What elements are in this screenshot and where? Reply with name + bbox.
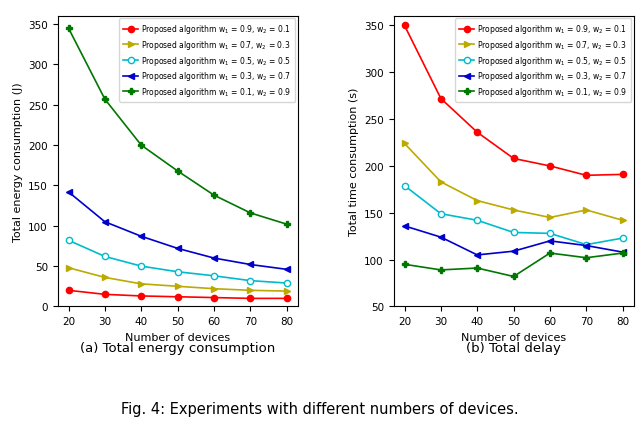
Line: Proposed algorithm w$_1$ = 0.9, w$_2$ = 0.1: Proposed algorithm w$_1$ = 0.9, w$_2$ = … xyxy=(401,23,626,179)
Proposed algorithm w$_1$ = 0.9, w$_2$ = 0.1 xyxy=(283,296,291,301)
X-axis label: Number of devices: Number of devices xyxy=(125,332,230,342)
Line: Proposed algorithm w$_1$ = 0.7, w$_2$ = 0.3: Proposed algorithm w$_1$ = 0.7, w$_2$ = … xyxy=(401,141,626,224)
Proposed algorithm w$_1$ = 0.7, w$_2$ = 0.3 xyxy=(510,208,518,213)
Proposed algorithm w$_1$ = 0.9, w$_2$ = 0.1 xyxy=(546,164,554,169)
Proposed algorithm w$_1$ = 0.9, w$_2$ = 0.1 xyxy=(401,24,408,29)
Proposed algorithm w$_1$ = 0.9, w$_2$ = 0.1 xyxy=(138,294,145,299)
Proposed algorithm w$_1$ = 0.3, w$_2$ = 0.7 xyxy=(619,250,627,255)
Proposed algorithm w$_1$ = 0.3, w$_2$ = 0.7 xyxy=(174,246,182,251)
Text: (b) Total delay: (b) Total delay xyxy=(466,341,561,354)
Line: Proposed algorithm w$_1$ = 0.5, w$_2$ = 0.5: Proposed algorithm w$_1$ = 0.5, w$_2$ = … xyxy=(65,238,290,287)
Line: Proposed algorithm w$_1$ = 0.7, w$_2$ = 0.3: Proposed algorithm w$_1$ = 0.7, w$_2$ = … xyxy=(65,265,290,294)
Line: Proposed algorithm w$_1$ = 0.5, w$_2$ = 0.5: Proposed algorithm w$_1$ = 0.5, w$_2$ = … xyxy=(401,183,626,248)
Legend: Proposed algorithm w$_1$ = 0.9, w$_2$ = 0.1, Proposed algorithm w$_1$ = 0.7, w$_: Proposed algorithm w$_1$ = 0.9, w$_2$ = … xyxy=(455,19,631,103)
Proposed algorithm w$_1$ = 0.1, w$_2$ = 0.9 xyxy=(619,251,627,256)
Proposed algorithm w$_1$ = 0.1, w$_2$ = 0.9 xyxy=(401,262,408,267)
Proposed algorithm w$_1$ = 0.5, w$_2$ = 0.5 xyxy=(65,238,72,243)
Proposed algorithm w$_1$ = 0.3, w$_2$ = 0.7 xyxy=(65,190,72,195)
Proposed algorithm w$_1$ = 0.1, w$_2$ = 0.9 xyxy=(65,26,72,32)
Proposed algorithm w$_1$ = 0.9, w$_2$ = 0.1 xyxy=(101,292,109,297)
Proposed algorithm w$_1$ = 0.1, w$_2$ = 0.9 xyxy=(174,169,182,174)
Proposed algorithm w$_1$ = 0.9, w$_2$ = 0.1 xyxy=(510,156,518,161)
Line: Proposed algorithm w$_1$ = 0.1, w$_2$ = 0.9: Proposed algorithm w$_1$ = 0.1, w$_2$ = … xyxy=(401,250,626,280)
Proposed algorithm w$_1$ = 0.7, w$_2$ = 0.3 xyxy=(246,288,254,293)
Proposed algorithm w$_1$ = 0.9, w$_2$ = 0.1 xyxy=(437,97,445,102)
Proposed algorithm w$_1$ = 0.1, w$_2$ = 0.9 xyxy=(510,274,518,279)
Proposed algorithm w$_1$ = 0.9, w$_2$ = 0.1 xyxy=(65,288,72,293)
Text: (a) Total energy consumption: (a) Total energy consumption xyxy=(80,341,275,354)
Proposed algorithm w$_1$ = 0.1, w$_2$ = 0.9 xyxy=(582,256,590,261)
Line: Proposed algorithm w$_1$ = 0.3, w$_2$ = 0.7: Proposed algorithm w$_1$ = 0.3, w$_2$ = … xyxy=(401,223,626,259)
Proposed algorithm w$_1$ = 0.1, w$_2$ = 0.9 xyxy=(474,266,481,271)
Proposed algorithm w$_1$ = 0.5, w$_2$ = 0.5 xyxy=(210,273,218,279)
Proposed algorithm w$_1$ = 0.7, w$_2$ = 0.3 xyxy=(65,265,72,271)
Proposed algorithm w$_1$ = 0.7, w$_2$ = 0.3 xyxy=(283,289,291,294)
Proposed algorithm w$_1$ = 0.5, w$_2$ = 0.5 xyxy=(246,279,254,284)
Proposed algorithm w$_1$ = 0.7, w$_2$ = 0.3 xyxy=(582,208,590,213)
Proposed algorithm w$_1$ = 0.3, w$_2$ = 0.7 xyxy=(582,243,590,248)
Line: Proposed algorithm w$_1$ = 0.1, w$_2$ = 0.9: Proposed algorithm w$_1$ = 0.1, w$_2$ = … xyxy=(65,26,290,228)
Proposed algorithm w$_1$ = 0.7, w$_2$ = 0.3 xyxy=(619,218,627,223)
Proposed algorithm w$_1$ = 0.9, w$_2$ = 0.1 xyxy=(582,173,590,178)
Y-axis label: Total energy consumption (J): Total energy consumption (J) xyxy=(13,82,22,242)
Proposed algorithm w$_1$ = 0.5, w$_2$ = 0.5 xyxy=(101,254,109,259)
Proposed algorithm w$_1$ = 0.7, w$_2$ = 0.3 xyxy=(474,199,481,204)
Proposed algorithm w$_1$ = 0.5, w$_2$ = 0.5 xyxy=(546,231,554,236)
Line: Proposed algorithm w$_1$ = 0.9, w$_2$ = 0.1: Proposed algorithm w$_1$ = 0.9, w$_2$ = … xyxy=(65,288,290,302)
Proposed algorithm w$_1$ = 0.9, w$_2$ = 0.1 xyxy=(619,173,627,178)
Proposed algorithm w$_1$ = 0.3, w$_2$ = 0.7 xyxy=(437,235,445,240)
Y-axis label: Total time consumption (s): Total time consumption (s) xyxy=(349,88,358,236)
Proposed algorithm w$_1$ = 0.9, w$_2$ = 0.1 xyxy=(474,130,481,135)
Proposed algorithm w$_1$ = 0.1, w$_2$ = 0.9 xyxy=(546,251,554,256)
Proposed algorithm w$_1$ = 0.5, w$_2$ = 0.5 xyxy=(437,212,445,217)
Proposed algorithm w$_1$ = 0.7, w$_2$ = 0.3 xyxy=(546,216,554,221)
Text: Fig. 4: Experiments with different numbers of devices.: Fig. 4: Experiments with different numbe… xyxy=(121,401,519,417)
Proposed algorithm w$_1$ = 0.5, w$_2$ = 0.5 xyxy=(174,270,182,275)
Proposed algorithm w$_1$ = 0.9, w$_2$ = 0.1 xyxy=(174,294,182,299)
Proposed algorithm w$_1$ = 0.5, w$_2$ = 0.5 xyxy=(474,218,481,223)
Proposed algorithm w$_1$ = 0.7, w$_2$ = 0.3 xyxy=(210,286,218,291)
Proposed algorithm w$_1$ = 0.7, w$_2$ = 0.3 xyxy=(174,284,182,289)
Proposed algorithm w$_1$ = 0.9, w$_2$ = 0.1 xyxy=(210,295,218,300)
Proposed algorithm w$_1$ = 0.7, w$_2$ = 0.3 xyxy=(101,275,109,280)
Proposed algorithm w$_1$ = 0.1, w$_2$ = 0.9 xyxy=(101,98,109,103)
Proposed algorithm w$_1$ = 0.1, w$_2$ = 0.9 xyxy=(246,211,254,216)
Proposed algorithm w$_1$ = 0.5, w$_2$ = 0.5 xyxy=(283,281,291,286)
Proposed algorithm w$_1$ = 0.5, w$_2$ = 0.5 xyxy=(138,264,145,269)
Proposed algorithm w$_1$ = 0.5, w$_2$ = 0.5 xyxy=(510,230,518,236)
Proposed algorithm w$_1$ = 0.3, w$_2$ = 0.7 xyxy=(101,220,109,225)
Proposed algorithm w$_1$ = 0.3, w$_2$ = 0.7 xyxy=(546,239,554,244)
Proposed algorithm w$_1$ = 0.3, w$_2$ = 0.7 xyxy=(283,267,291,272)
Proposed algorithm w$_1$ = 0.3, w$_2$ = 0.7 xyxy=(510,249,518,254)
Proposed algorithm w$_1$ = 0.7, w$_2$ = 0.3 xyxy=(437,180,445,185)
Proposed algorithm w$_1$ = 0.3, w$_2$ = 0.7 xyxy=(474,253,481,258)
Proposed algorithm w$_1$ = 0.9, w$_2$ = 0.1 xyxy=(246,296,254,301)
Proposed algorithm w$_1$ = 0.5, w$_2$ = 0.5 xyxy=(401,184,408,189)
Legend: Proposed algorithm w$_1$ = 0.9, w$_2$ = 0.1, Proposed algorithm w$_1$ = 0.7, w$_: Proposed algorithm w$_1$ = 0.9, w$_2$ = … xyxy=(119,19,295,103)
Proposed algorithm w$_1$ = 0.3, w$_2$ = 0.7 xyxy=(210,256,218,261)
X-axis label: Number of devices: Number of devices xyxy=(461,332,566,342)
Proposed algorithm w$_1$ = 0.1, w$_2$ = 0.9 xyxy=(210,193,218,198)
Proposed algorithm w$_1$ = 0.1, w$_2$ = 0.9 xyxy=(437,268,445,273)
Proposed algorithm w$_1$ = 0.5, w$_2$ = 0.5 xyxy=(582,242,590,248)
Proposed algorithm w$_1$ = 0.7, w$_2$ = 0.3 xyxy=(138,282,145,287)
Proposed algorithm w$_1$ = 0.1, w$_2$ = 0.9 xyxy=(138,143,145,148)
Proposed algorithm w$_1$ = 0.3, w$_2$ = 0.7 xyxy=(401,224,408,229)
Proposed algorithm w$_1$ = 0.3, w$_2$ = 0.7 xyxy=(246,262,254,268)
Proposed algorithm w$_1$ = 0.1, w$_2$ = 0.9 xyxy=(283,222,291,227)
Proposed algorithm w$_1$ = 0.7, w$_2$ = 0.3 xyxy=(401,141,408,147)
Proposed algorithm w$_1$ = 0.3, w$_2$ = 0.7 xyxy=(138,234,145,239)
Proposed algorithm w$_1$ = 0.5, w$_2$ = 0.5 xyxy=(619,236,627,241)
Line: Proposed algorithm w$_1$ = 0.3, w$_2$ = 0.7: Proposed algorithm w$_1$ = 0.3, w$_2$ = … xyxy=(65,189,290,273)
